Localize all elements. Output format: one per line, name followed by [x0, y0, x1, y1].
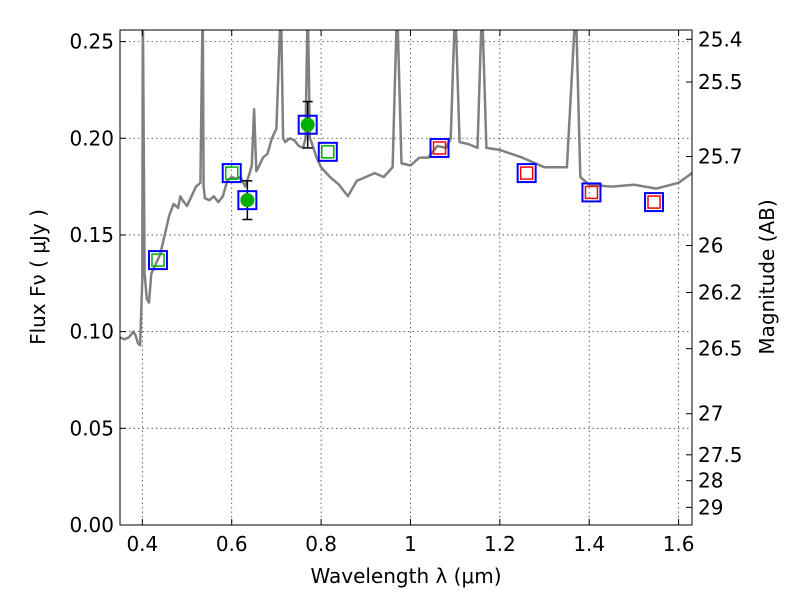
model-spectrum-line	[120, 30, 692, 347]
y-tick-label: 0.05	[69, 416, 114, 440]
data-point-square	[321, 145, 335, 159]
data-point-box	[429, 137, 450, 158]
data-point-box	[297, 114, 318, 135]
y2-tick-label: 26	[698, 233, 723, 257]
y2-tick-label: 27	[698, 402, 723, 426]
photometry-markers	[147, 100, 665, 271]
x-tick-label: 1.2	[484, 532, 516, 556]
grid-lines	[120, 30, 692, 525]
data-point-box	[221, 163, 242, 184]
data-point-square	[151, 253, 165, 267]
x-tick-label: 0.8	[305, 532, 337, 556]
y2-tick-label: 26.2	[698, 281, 743, 305]
data-point-circle	[300, 117, 315, 132]
y2-tick-label: 25.5	[698, 70, 743, 94]
data-point-square	[584, 185, 599, 200]
data-point-box	[581, 182, 602, 203]
y-tick-label: 0.20	[69, 126, 114, 150]
y-tick-label: 0.25	[69, 30, 114, 54]
y2-tick-label: 25.4	[698, 27, 743, 51]
y2-tick-label: 29	[698, 495, 723, 519]
x-tick-label: 1	[404, 532, 417, 556]
data-point-square	[519, 166, 534, 180]
y-axis-label: Flux Fν ( μJy )	[26, 209, 50, 345]
data-point-square	[647, 195, 661, 209]
y2-tick-label: 28	[698, 469, 723, 493]
data-point-box	[237, 190, 258, 211]
x-axis-label: Wavelength λ (μm)	[310, 564, 501, 588]
plot-frame	[119, 29, 693, 526]
y2-axis-label: Magnitude (AB)	[755, 199, 779, 354]
data-point-box	[644, 192, 665, 213]
y-tick-label: 0.15	[69, 223, 114, 247]
x-tick-label: 1.4	[573, 532, 605, 556]
y-tick-label: 0.10	[69, 320, 114, 344]
y-axis-ticks: 0.00 0.05 0.10 0.15 0.20 0.25	[69, 30, 126, 537]
y2-tick-label: 27.5	[698, 443, 743, 467]
data-point-box	[147, 250, 168, 271]
data-point-square	[432, 141, 447, 155]
x-tick-label: 0.6	[216, 532, 248, 556]
x-tick-label: 1.6	[663, 532, 695, 556]
y2-tick-label: 26.5	[698, 337, 743, 361]
x-tick-label: 0.4	[126, 532, 158, 556]
data-point-box	[317, 141, 338, 162]
y2-tick-label: 25.7	[698, 145, 743, 169]
data-point-box	[516, 163, 537, 184]
data-point-square	[224, 166, 239, 180]
x-axis-ticks: 0.4 0.6 0.8 1 1.2 1.4 1.6	[126, 30, 695, 556]
data-point-circle	[240, 193, 255, 208]
y-tick-label: 0.00	[69, 513, 114, 537]
plot-background	[120, 30, 692, 525]
